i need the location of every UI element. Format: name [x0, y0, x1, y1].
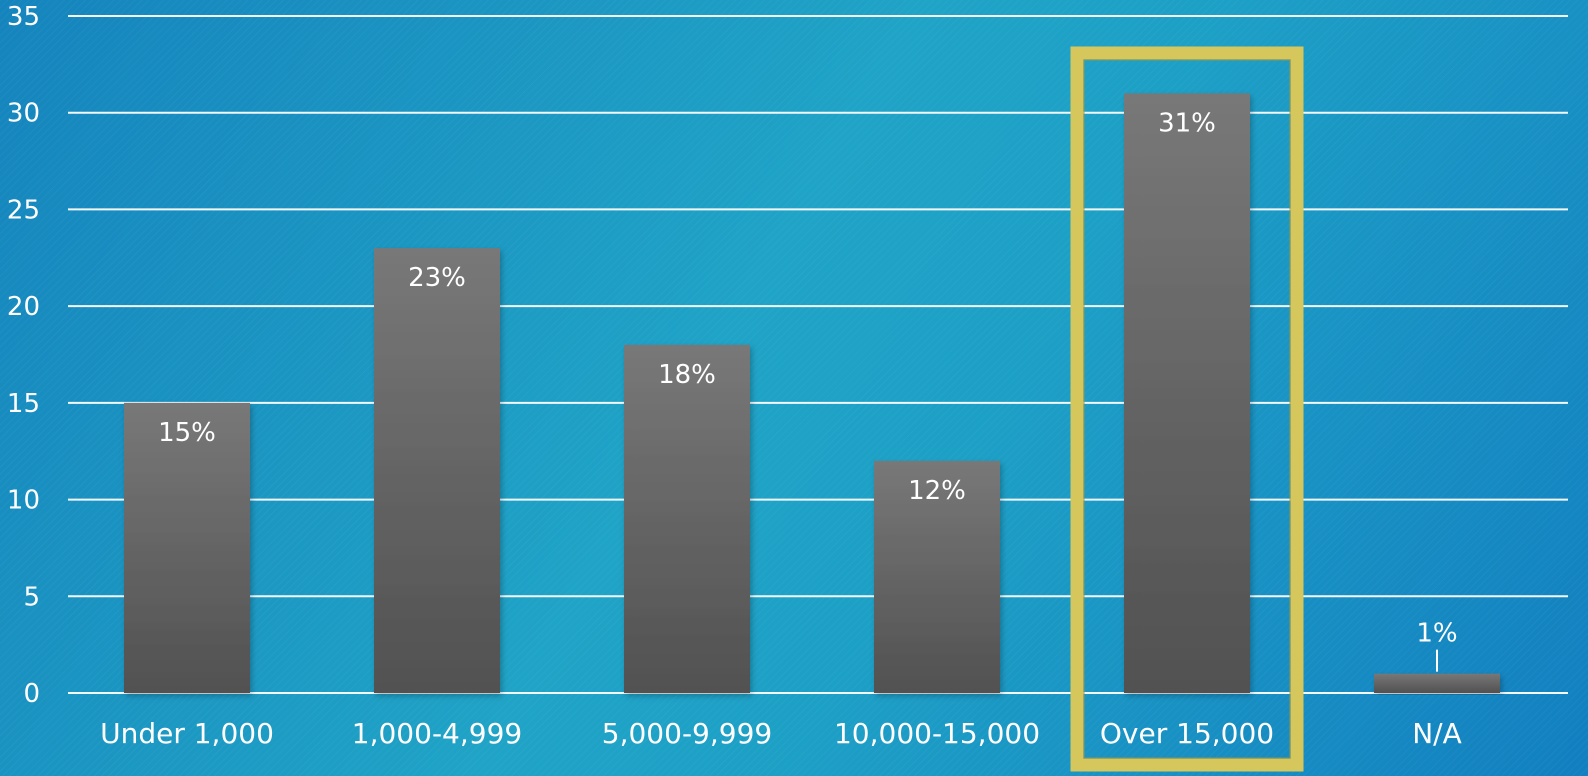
data-labels: 15% 23% 18% 12% 31% 1% [158, 108, 1458, 672]
data-label: 12% [908, 476, 966, 506]
y-tick-label: 10 [7, 486, 40, 516]
y-tick-label: 5 [23, 582, 40, 612]
data-label: 23% [408, 263, 466, 293]
data-label: 31% [1158, 108, 1216, 138]
y-tick-label: 20 [7, 292, 40, 322]
y-tick-label: 0 [23, 679, 40, 709]
category-label: Over 15,000 [1100, 717, 1274, 750]
bar-5 [1124, 93, 1250, 693]
y-tick-label: 15 [7, 389, 40, 419]
y-tick-label: 25 [7, 195, 40, 225]
bar-6 [1374, 673, 1500, 693]
bar-4 [874, 460, 1000, 693]
bar-2 [374, 248, 500, 693]
category-label: 10,000-15,000 [834, 717, 1040, 750]
y-axis-ticks: 0 5 10 15 20 25 30 35 [7, 2, 40, 709]
data-label: 18% [658, 360, 716, 390]
category-labels: Under 1,000 1,000-4,999 5,000-9,999 10,000-… [100, 717, 1462, 750]
bars [124, 93, 1500, 693]
gridlines [68, 15, 1568, 694]
bar-3 [624, 344, 750, 693]
highlight-frame [1070, 46, 1304, 772]
y-tick-label: 35 [7, 2, 40, 32]
data-label: 15% [158, 418, 216, 448]
category-label: 5,000-9,999 [602, 717, 772, 750]
highlight-layer [1070, 46, 1304, 772]
y-tick-label: 30 [7, 99, 40, 129]
highlight-frame-inner [1083, 59, 1291, 759]
category-label: Under 1,000 [100, 717, 274, 750]
category-label: 1,000-4,999 [352, 717, 522, 750]
category-label: N/A [1412, 717, 1462, 750]
data-label: 1% [1416, 619, 1457, 649]
bar-1 [124, 402, 250, 693]
